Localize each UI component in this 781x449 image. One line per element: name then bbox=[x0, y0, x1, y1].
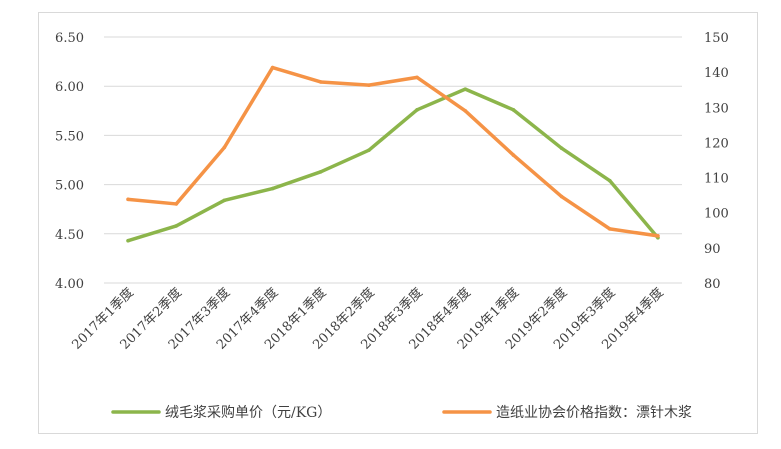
data-point bbox=[174, 202, 179, 206]
right-tick-label: 80 bbox=[704, 277, 721, 292]
right-y-axis: 80 90 100 110 120 130 140 150 bbox=[704, 31, 729, 292]
data-point bbox=[559, 194, 564, 199]
x-axis: 2017年1季度2017年2季度2017年3季度2017年4季度2018年1季度… bbox=[69, 285, 667, 353]
right-tick-label: 90 bbox=[704, 242, 721, 257]
data-point bbox=[415, 108, 419, 112]
series-line-2 bbox=[126, 65, 660, 238]
left-tick-label: 4.00 bbox=[55, 277, 84, 292]
data-point bbox=[607, 178, 612, 183]
right-tick-label: 110 bbox=[704, 172, 729, 187]
series-lines bbox=[126, 65, 660, 243]
data-point bbox=[270, 65, 275, 70]
data-point bbox=[511, 108, 516, 112]
left-y-axis: 4.00 4.50 5.00 5.50 6.00 6.50 bbox=[55, 31, 84, 292]
data-point bbox=[367, 148, 371, 152]
chart-frame bbox=[38, 12, 758, 434]
legend-label-2: 造纸业协会价格指数：漂针木浆 bbox=[496, 405, 692, 421]
data-point bbox=[463, 109, 468, 113]
gridlines bbox=[104, 36, 682, 284]
data-point bbox=[222, 198, 227, 203]
legend-label-1: 绒毛浆采购单价（元/KG） bbox=[165, 405, 331, 421]
left-tick-label: 5.00 bbox=[55, 179, 84, 194]
right-tick-label: 130 bbox=[704, 101, 729, 116]
data-point bbox=[270, 186, 275, 191]
right-tick-label: 100 bbox=[704, 207, 729, 222]
data-point bbox=[222, 145, 227, 150]
left-tick-label: 6.50 bbox=[55, 31, 84, 46]
data-point bbox=[174, 224, 179, 228]
right-tick-label: 140 bbox=[704, 66, 729, 81]
left-tick-label: 5.50 bbox=[55, 129, 84, 144]
data-point bbox=[656, 234, 660, 238]
left-tick-label: 4.50 bbox=[55, 228, 84, 243]
data-point bbox=[463, 87, 468, 91]
data-point bbox=[559, 146, 564, 150]
data-point bbox=[126, 197, 130, 202]
data-point bbox=[318, 170, 323, 174]
data-point bbox=[318, 80, 323, 84]
data-point bbox=[511, 153, 516, 157]
series-line-1 bbox=[126, 87, 660, 243]
right-tick-label: 150 bbox=[704, 31, 729, 46]
data-point bbox=[126, 238, 130, 243]
left-tick-label: 6.00 bbox=[55, 80, 84, 95]
data-point bbox=[367, 83, 371, 87]
legend: 绒毛浆采购单价（元/KG） 造纸业协会价格指数：漂针木浆 bbox=[111, 405, 692, 421]
right-tick-label: 120 bbox=[704, 136, 729, 151]
data-point bbox=[607, 227, 612, 231]
data-point bbox=[415, 75, 419, 80]
